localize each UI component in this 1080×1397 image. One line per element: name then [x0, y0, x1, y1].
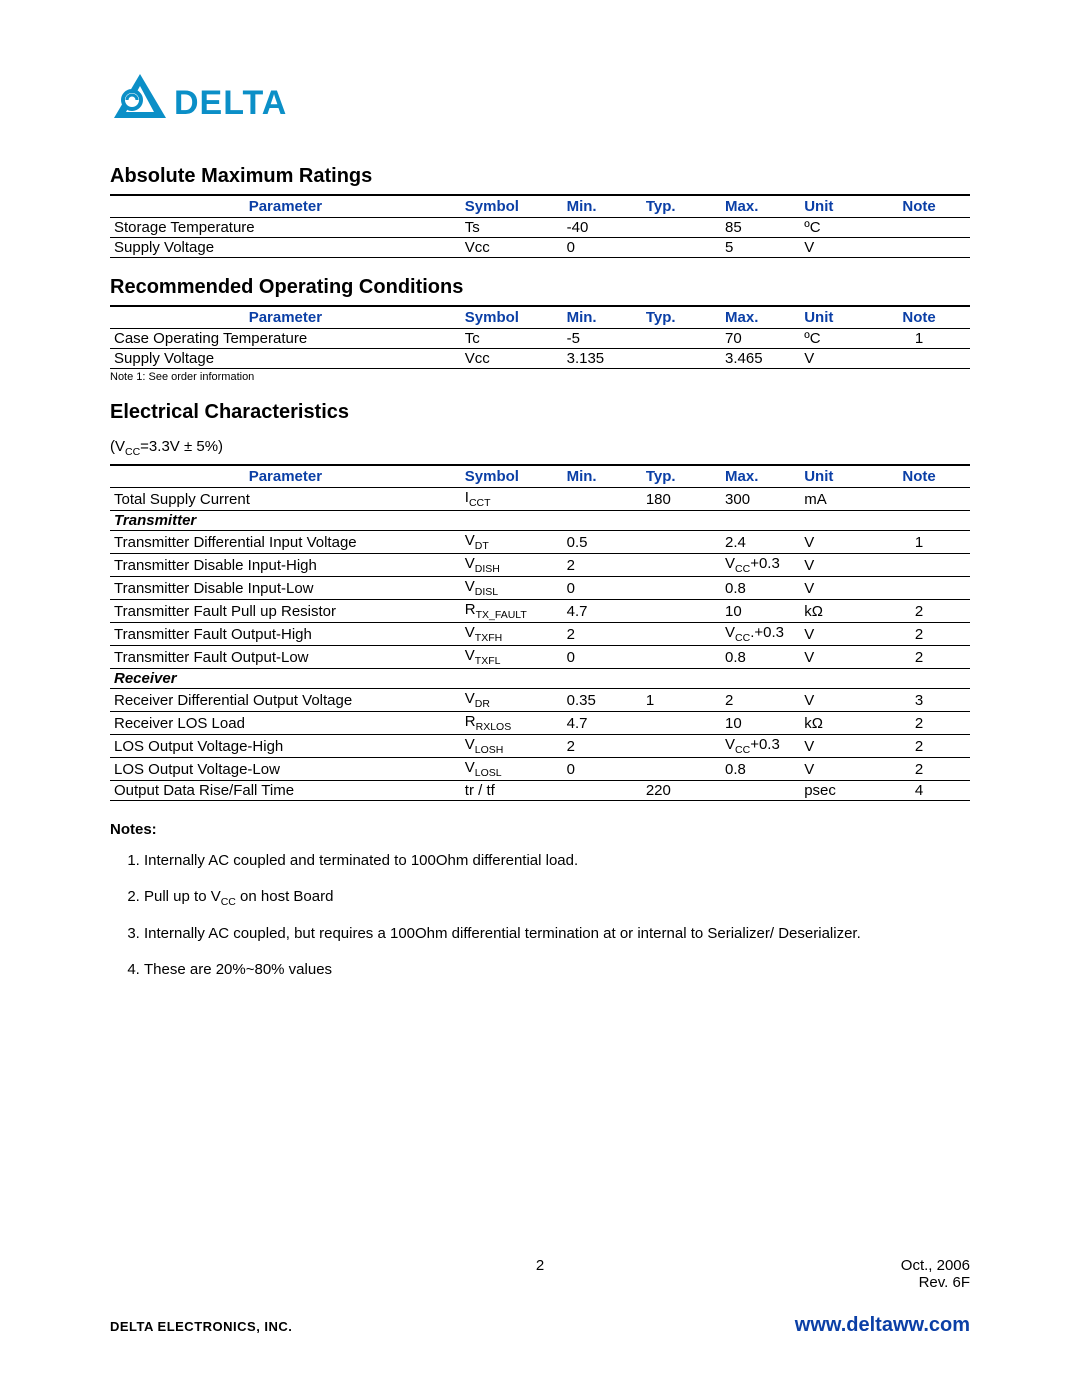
notes-list: Internally AC coupled and terminated to … — [110, 848, 970, 982]
table-row: Output Data Rise/Fall Timetr / tf220psec… — [110, 781, 970, 801]
section2-title: Recommended Operating Conditions — [110, 276, 970, 299]
delta-logo: DELTA — [110, 70, 970, 135]
table-row: LOS Output Voltage-HighVLOSH2VCC+0.3V2 — [110, 735, 970, 758]
table-row: Case Operating TemperatureTc-570ºC1 — [110, 329, 970, 349]
footer-rev: Rev. 6F — [901, 1274, 970, 1291]
section3-title: Electrical Characteristics — [110, 401, 970, 424]
table-row: Total Supply CurrentICCT180300mA — [110, 488, 970, 511]
table-row: Transmitter Disable Input-HighVDISH2VCC+… — [110, 554, 970, 577]
table-header-row: Parameter Symbol Min. Typ. Max. Unit Not… — [110, 465, 970, 488]
table-row: Transmitter Fault Output-HighVTXFH2VCC.+… — [110, 623, 970, 646]
page-footer: 2 Oct., 2006 Rev. 6F DELTA ELECTRONICS, … — [110, 1257, 970, 1337]
notes-heading: Notes: — [110, 821, 970, 838]
table-recommended: Parameter Symbol Min. Typ. Max. Unit Not… — [110, 305, 970, 369]
footer-company: DELTA ELECTRONICS, INC. — [110, 1319, 292, 1334]
table-row: Supply VoltageVcc3.1353.465V — [110, 349, 970, 369]
note-item: Internally AC coupled, but requires a 10… — [144, 921, 970, 947]
table-row: Receiver LOS LoadRRXLOS4.710kΩ2 — [110, 712, 970, 735]
table-row: Storage TemperatureTs-4085ºC — [110, 218, 970, 238]
table-row: Transmitter Fault Pull up ResistorRTX_FA… — [110, 600, 970, 623]
table-row: LOS Output Voltage-LowVLOSL00.8V2 — [110, 758, 970, 781]
elec-condition: (VCC=3.3V ± 5%) — [110, 438, 970, 458]
footer-date: Oct., 2006 — [901, 1257, 970, 1274]
table-subheader: Receiver — [110, 669, 970, 689]
footer-url: www.deltaww.com — [795, 1314, 970, 1337]
table-absolute-max: Parameter Symbol Min. Typ. Max. Unit Not… — [110, 194, 970, 258]
note-item: These are 20%~80% values — [144, 957, 970, 983]
table-header-row: Parameter Symbol Min. Typ. Max. Unit Not… — [110, 306, 970, 329]
table-header-row: Parameter Symbol Min. Typ. Max. Unit Not… — [110, 195, 970, 218]
table-row: Transmitter Disable Input-LowVDISL00.8V — [110, 577, 970, 600]
page-number: 2 — [110, 1257, 970, 1274]
section2-footnote: Note 1: See order information — [110, 371, 970, 383]
table-row: Transmitter Differential Input VoltageVD… — [110, 531, 970, 554]
table-row: Transmitter Fault Output-LowVTXFL00.8V2 — [110, 646, 970, 669]
table-subheader: Transmitter — [110, 511, 970, 531]
section1-title: Absolute Maximum Ratings — [110, 165, 970, 188]
table-electrical: Parameter Symbol Min. Typ. Max. Unit Not… — [110, 464, 970, 801]
note-item: Internally AC coupled and terminated to … — [144, 848, 970, 874]
note-item: Pull up to VCC on host Board — [144, 884, 970, 912]
table-row: Supply VoltageVcc05V — [110, 238, 970, 258]
table-row: Receiver Differential Output VoltageVDR0… — [110, 689, 970, 712]
logo-text: DELTA — [174, 84, 287, 122]
